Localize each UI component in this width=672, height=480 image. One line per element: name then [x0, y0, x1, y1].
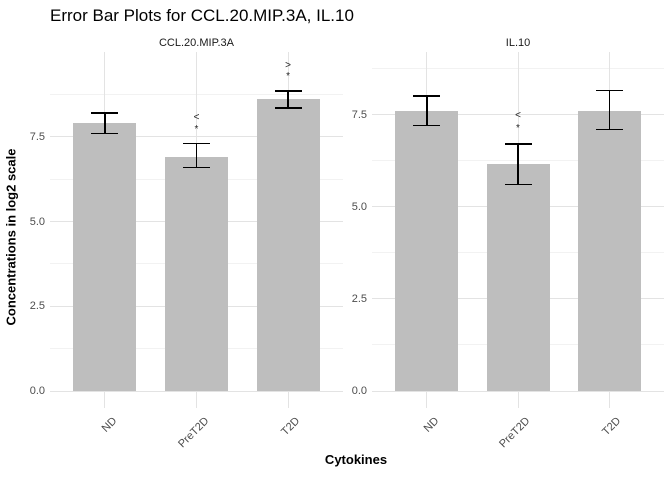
error-bar-cap: [413, 95, 441, 97]
x-tick-label: ND: [421, 415, 442, 435]
error-bar-stem: [426, 96, 428, 126]
chart-title: Error Bar Plots for CCL.20.MIP.3A, IL.10: [50, 6, 354, 25]
error-bar-cap: [595, 89, 623, 92]
error-bar-stem: [104, 113, 106, 134]
error-bar-stem: [195, 143, 198, 168]
y-tick-label: 5.0: [351, 200, 367, 213]
significance-direction-marker: <: [193, 112, 200, 124]
significance-star-marker: *: [194, 123, 199, 135]
x-tick-label: T2D: [600, 415, 624, 439]
x-tick-label: PreT2D: [175, 415, 211, 451]
x-tick-label: T2D: [279, 415, 303, 439]
error-bar-cap: [274, 107, 302, 109]
significance-star-marker: *: [286, 71, 291, 83]
y-tick-label: 7.5: [29, 130, 45, 143]
facet-strip-label: CCL.20.MIP.3A: [158, 37, 235, 49]
error-bar-cap: [183, 166, 210, 169]
y-axis-title: Concentrations in log2 scale: [3, 148, 19, 326]
y-tick-label: 2.5: [351, 292, 367, 305]
error-bar-cap: [595, 128, 623, 131]
y-tick-label: 2.5: [29, 300, 45, 313]
error-bar-stem: [287, 90, 289, 108]
error-bar-cap: [504, 183, 532, 186]
error-bar-cap: [413, 124, 441, 127]
bar: [73, 123, 137, 392]
error-bar-cap: [91, 132, 119, 135]
error-bar-stem: [517, 144, 519, 185]
bar: [486, 164, 550, 392]
error-bar-cap: [183, 142, 210, 145]
x-tick-label: PreT2D: [497, 415, 533, 451]
bar: [256, 99, 320, 392]
error-bar-cap: [504, 143, 532, 145]
error-bar-cap: [274, 90, 302, 92]
facet-strip-label: IL.10: [505, 37, 531, 49]
x-tick-label: ND: [99, 415, 120, 435]
y-tick-label: 0.0: [29, 385, 45, 398]
y-tick-label: 0.0: [351, 385, 367, 398]
error-bar-stem: [608, 90, 610, 130]
error-bar-cap: [91, 112, 119, 114]
significance-direction-marker: <: [515, 110, 521, 122]
bar: [577, 110, 641, 392]
significance-direction-marker: >: [285, 59, 291, 71]
bar: [395, 110, 459, 392]
significance-star-marker: *: [516, 123, 520, 135]
bar: [165, 157, 228, 392]
y-tick-label: 7.5: [351, 108, 367, 121]
x-axis-title: Cytokines: [324, 452, 388, 467]
y-tick-label: 5.0: [29, 215, 45, 228]
